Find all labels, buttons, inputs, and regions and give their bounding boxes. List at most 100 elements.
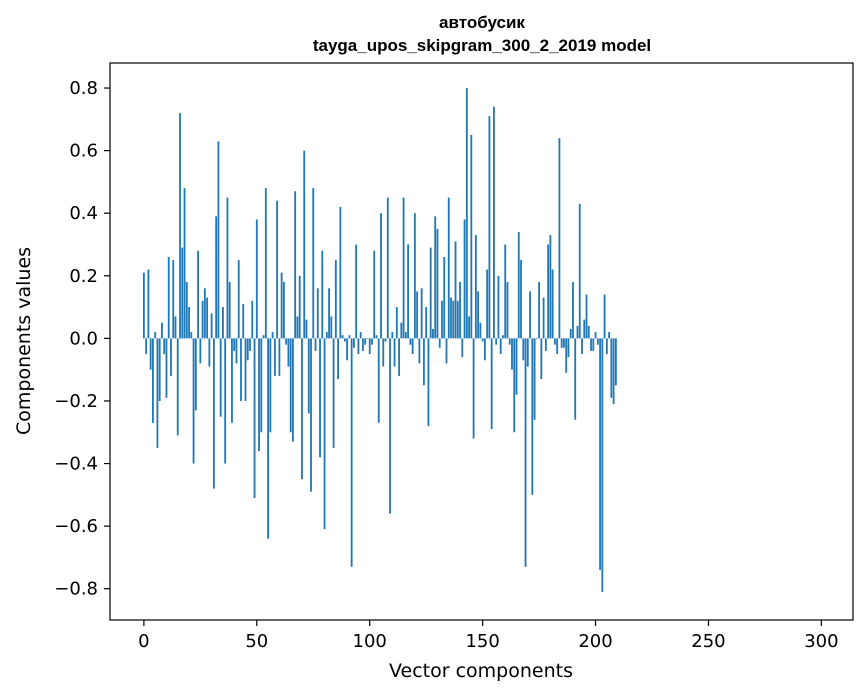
bar-58 (273, 338, 276, 376)
bar-195 (583, 319, 586, 339)
bar-81 (325, 332, 328, 339)
bar-65 (289, 338, 292, 433)
bar-18 (183, 188, 186, 339)
bar-6 (156, 338, 159, 448)
bar-134 (445, 338, 448, 364)
bar-52 (260, 338, 263, 433)
bar-95 (357, 338, 360, 355)
bar-159 (502, 335, 504, 339)
bar-24 (197, 250, 199, 339)
bar-123 (420, 288, 423, 339)
bar-176 (540, 338, 543, 380)
bar-115 (402, 197, 405, 339)
bar-119 (411, 338, 414, 355)
bar-series (142, 88, 617, 592)
bar-35 (222, 307, 224, 339)
bar-62 (282, 282, 285, 339)
y-tick-label: −0.2 (54, 391, 98, 412)
bar-66 (292, 338, 294, 442)
x-tick-label: 250 (691, 631, 725, 652)
bar-32 (215, 216, 218, 339)
bar-207 (610, 338, 613, 398)
bar-10 (165, 338, 168, 398)
bar-117 (407, 244, 410, 339)
bar-49 (253, 338, 256, 498)
bar-54 (264, 188, 267, 339)
y-tick-label: 0.0 (69, 328, 98, 349)
bar-188 (567, 338, 570, 358)
bar-8 (161, 322, 163, 339)
bar-137 (452, 300, 455, 339)
bar-87 (339, 206, 342, 339)
bar-131 (438, 338, 441, 348)
bar-0 (142, 272, 145, 339)
bar-48 (251, 300, 254, 339)
bar-30 (210, 313, 213, 339)
bar-118 (409, 338, 412, 345)
bar-153 (488, 116, 491, 339)
y-tick-label: −0.8 (54, 579, 98, 600)
bar-142 (463, 219, 466, 339)
bar-146 (472, 338, 475, 439)
bar-121 (416, 291, 419, 339)
bar-89 (343, 338, 346, 342)
bar-186 (563, 338, 565, 348)
bar-94 (355, 244, 358, 339)
bar-132 (441, 300, 443, 339)
bar-33 (217, 141, 220, 339)
bar-68 (296, 316, 299, 339)
bar-51 (258, 338, 260, 452)
bar-17 (181, 247, 184, 339)
y-axis-label: Components values (13, 247, 35, 435)
bar-182 (553, 338, 556, 345)
bar-209 (614, 338, 617, 386)
bar-42 (237, 260, 240, 339)
bar-187 (565, 338, 568, 373)
bar-206 (608, 332, 610, 339)
bar-93 (353, 338, 355, 348)
bar-163 (511, 338, 513, 370)
bar-84 (332, 338, 335, 448)
bar-198 (590, 338, 592, 351)
bar-28 (206, 297, 209, 339)
x-axis-ticks: 0 50 100 150 200 250 300 (138, 620, 839, 652)
bar-164 (513, 338, 516, 433)
bar-193 (578, 203, 581, 339)
bar-114 (400, 322, 403, 339)
bar-158 (499, 338, 502, 355)
bar-154 (490, 338, 493, 430)
bar-178 (544, 338, 547, 351)
bar-47 (249, 338, 251, 351)
bar-97 (362, 338, 364, 351)
bar-108 (386, 197, 389, 339)
bar-20 (188, 307, 190, 339)
bar-139 (456, 300, 459, 339)
bar-171 (529, 291, 531, 339)
bar-204 (603, 294, 606, 339)
bar-180 (549, 235, 552, 339)
y-tick-label: −0.4 (54, 454, 98, 475)
bar-205 (605, 338, 608, 355)
x-tick-label: 150 (465, 631, 499, 652)
x-tick-label: 0 (138, 631, 149, 652)
bar-41 (235, 338, 238, 364)
bar-43 (240, 338, 242, 401)
bar-200 (594, 332, 597, 339)
bar-179 (547, 244, 550, 339)
bar-110 (391, 332, 394, 339)
x-tick-label: 200 (578, 631, 612, 652)
bar-177 (542, 297, 545, 339)
y-tick-label: −0.6 (54, 516, 98, 537)
bar-125 (425, 307, 428, 339)
bar-208 (612, 338, 615, 405)
bar-4 (152, 338, 154, 423)
bar-92 (350, 338, 353, 567)
bar-55 (267, 338, 269, 539)
bar-166 (517, 231, 520, 339)
bar-105 (380, 213, 382, 339)
bar-181 (551, 269, 554, 339)
bar-167 (520, 260, 522, 339)
bar-99 (366, 338, 369, 339)
bar-133 (443, 257, 446, 339)
bar-138 (454, 241, 457, 339)
